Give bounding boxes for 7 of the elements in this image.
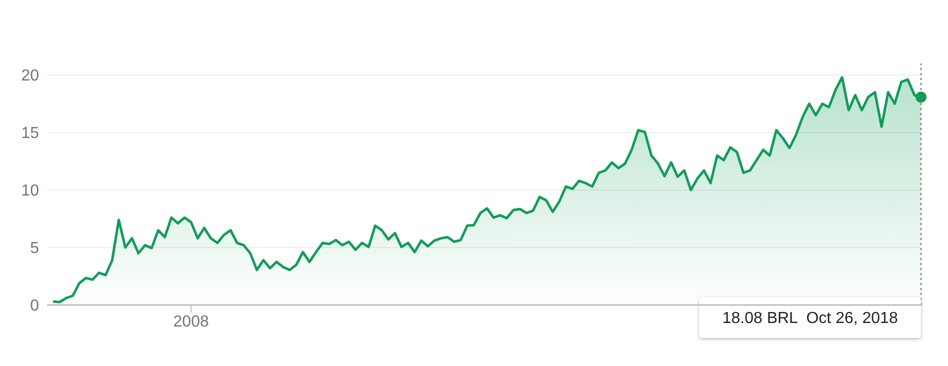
y-tick-label: 15 — [21, 125, 40, 142]
y-tick-label: 5 — [30, 240, 40, 258]
y-tick-label: 10 — [21, 182, 40, 200]
y-tick-label: 0 — [30, 298, 40, 315]
y-tick-label: 20 — [21, 68, 40, 85]
text: 18.08 BRL Oct 26, 2018 — [722, 310, 898, 327]
x-tick-label: 2008 — [173, 313, 209, 330]
